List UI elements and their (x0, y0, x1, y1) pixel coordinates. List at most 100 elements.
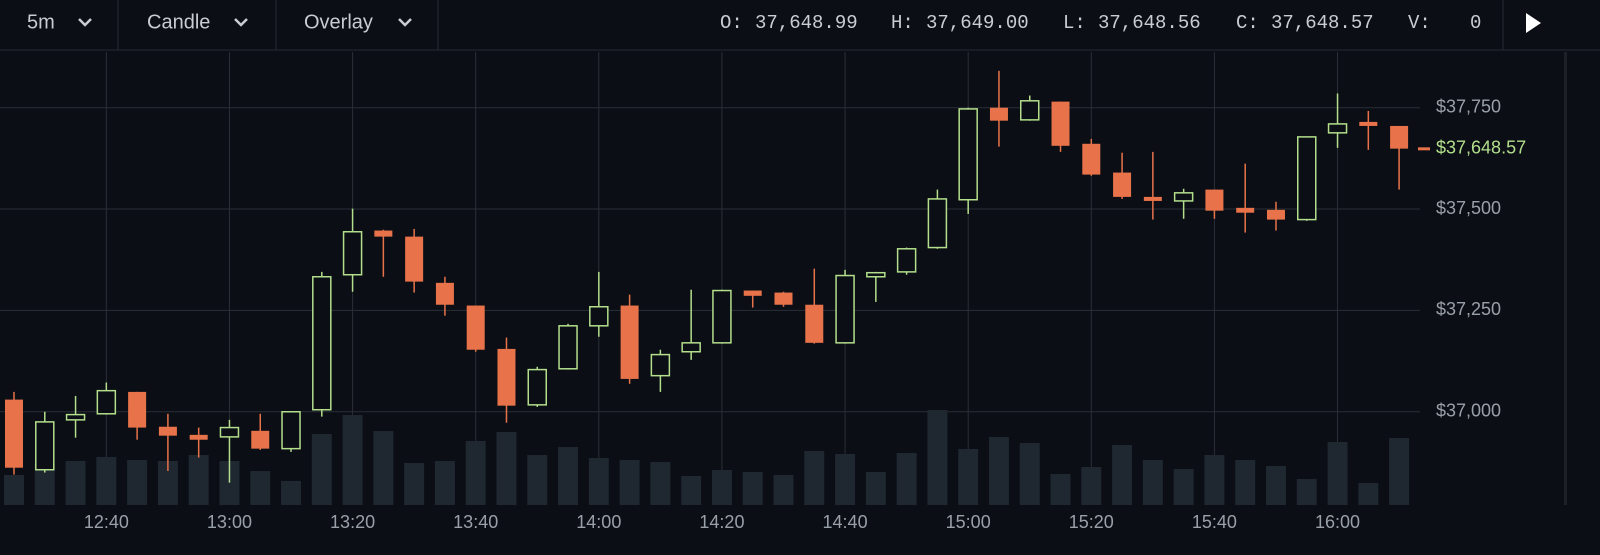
readout-value: 37,648.56 (1098, 12, 1201, 34)
x-tick-label: 14:40 (823, 512, 868, 532)
candle-body (743, 290, 762, 296)
volume-bar (1389, 438, 1410, 505)
x-tick-label: 16:00 (1315, 512, 1360, 532)
readout-label: V: (1408, 12, 1431, 34)
x-tick-label: 14:20 (699, 512, 744, 532)
candle-body (1143, 196, 1162, 201)
candle-body (1297, 136, 1317, 221)
volume-bar (311, 434, 332, 505)
volume-bar (927, 410, 948, 505)
candle-body (435, 282, 454, 305)
candle-body (620, 305, 639, 379)
candle-body (466, 305, 485, 350)
candle-body (527, 368, 548, 406)
chevron (234, 18, 248, 27)
candle-body (835, 274, 855, 344)
readout-label: O: (720, 12, 743, 34)
volume-bar (527, 455, 548, 505)
candle-body (1113, 172, 1132, 197)
volume-bar (1142, 460, 1163, 505)
candle-body (1390, 125, 1409, 149)
volume-bar (188, 455, 209, 505)
volume-bar (219, 461, 240, 505)
volume-bar (681, 476, 702, 505)
volume-bar (465, 441, 486, 505)
volume-bar (96, 457, 117, 505)
x-tick-label: 15:40 (1192, 512, 1237, 532)
readout-value: 37,649.00 (926, 12, 1029, 34)
volume-bar (1050, 474, 1071, 505)
volume-bar (896, 453, 917, 505)
volume-bar (373, 431, 394, 505)
candle-body (1019, 100, 1040, 121)
volume-bar (650, 462, 671, 505)
overlay-dropdown[interactable]: Overlay (304, 11, 412, 33)
volume-bar (742, 472, 763, 505)
x-tick-label: 13:40 (453, 512, 498, 532)
candle-body (650, 353, 671, 377)
volume-bar (1112, 445, 1133, 505)
x-tick-label: 15:00 (946, 512, 991, 532)
candles (5, 70, 1409, 483)
interval-dropdown[interactable]: 5m (27, 11, 92, 33)
candle-body (1173, 192, 1194, 202)
volume-bar (773, 475, 794, 505)
volume-bar (711, 470, 732, 505)
readout-value: 37,648.99 (755, 12, 858, 34)
overlay[interactable]: Overlay (304, 11, 373, 33)
volume-bar (1173, 469, 1194, 505)
style-dropdown[interactable]: Candle (147, 11, 248, 33)
volume-bar (34, 463, 55, 505)
readout-label: C: (1236, 12, 1259, 34)
volume-bar (558, 447, 579, 505)
candle-body (927, 198, 948, 249)
candle-body (251, 430, 270, 449)
readout-label: H: (891, 12, 914, 34)
x-tick-label: 13:00 (207, 512, 252, 532)
candle-body (65, 413, 86, 421)
readout-label: L: (1063, 12, 1086, 34)
candle-body (558, 325, 578, 370)
volume-bar (157, 461, 178, 505)
x-tick-label: 13:20 (330, 512, 375, 532)
volume-bar (404, 463, 425, 505)
candle-body (805, 304, 824, 343)
candle-body (866, 271, 886, 278)
volume-bar (4, 475, 24, 505)
play-button[interactable] (1526, 13, 1541, 33)
toolbar: 5m Candle Overlay O: 37,648.99 H: 37,649.00… (0, 0, 1600, 51)
readout-value: 0 (1470, 12, 1481, 34)
candle-body (989, 107, 1008, 121)
volume-bar (1019, 443, 1040, 505)
candle-body (589, 306, 609, 327)
volume-bar (835, 454, 856, 505)
last-price-label: $37,648.57 (1436, 138, 1526, 158)
chevron (398, 18, 412, 27)
volume-bar (65, 461, 86, 505)
volume-bar (250, 471, 271, 505)
candle-body (1327, 123, 1348, 134)
candle-body (96, 389, 117, 415)
chart-style[interactable]: Candle (147, 11, 210, 33)
y-tick-label: $37,000 (1436, 401, 1501, 421)
volume-bar (1358, 483, 1379, 505)
candle-body (497, 348, 516, 406)
x-tick-label: 14:00 (576, 512, 621, 532)
candle-body (681, 342, 701, 353)
volume-bars (4, 410, 1410, 505)
volume-bar (281, 481, 302, 505)
volume-bar (804, 451, 825, 505)
y-tick-label: $37,500 (1436, 198, 1501, 218)
interval[interactable]: 5m (27, 11, 55, 33)
candle-body (1082, 143, 1101, 175)
x-tick-label: 15:20 (1069, 512, 1114, 532)
candle-body (1359, 121, 1378, 126)
volume-bar (958, 449, 979, 505)
candle-body (35, 421, 55, 471)
candle-body (1051, 101, 1070, 146)
candle-body (128, 391, 147, 428)
axis-labels: $37,000 $37,250 $37,500 $37,750 12:40 13:00 13… (84, 96, 1526, 531)
volume-bar (434, 461, 455, 505)
candle-body (5, 399, 23, 468)
